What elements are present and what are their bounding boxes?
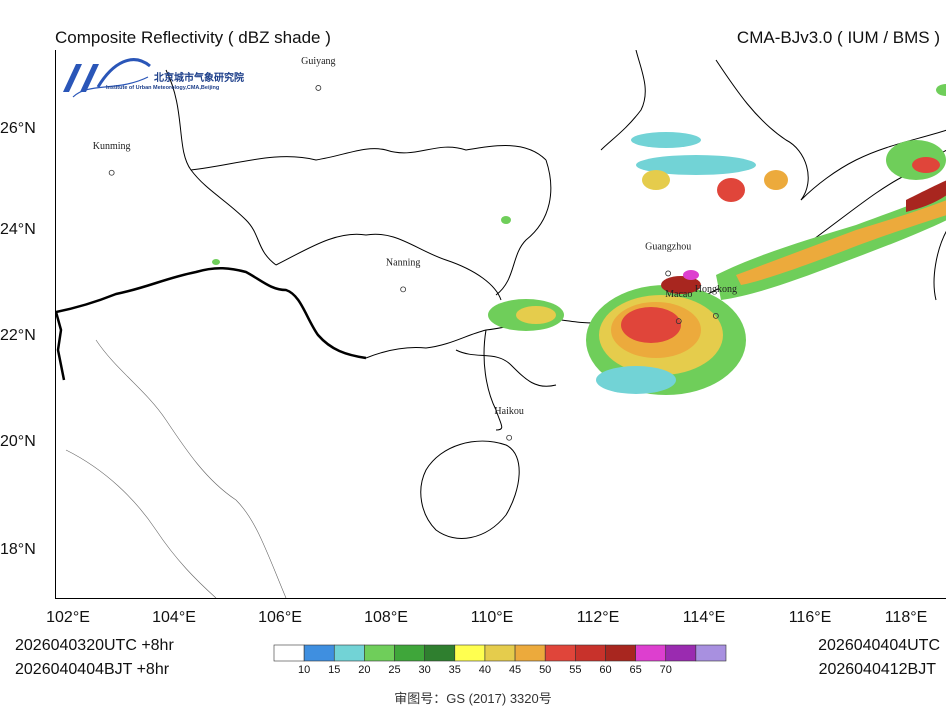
city-marker — [665, 270, 672, 277]
country-border — [56, 267, 367, 360]
radar-echoes — [212, 84, 946, 395]
city-marker — [675, 318, 682, 325]
city-layer: Guiyang Kunming Nanning Guangzhou HongkongMa… — [93, 56, 737, 441]
lon-label-118e: 118°E — [884, 609, 928, 626]
lat-label-24n: 24°N — [0, 221, 36, 238]
lat-label-22n: 22°N — [0, 327, 36, 344]
lon-label-110e: 110°E — [470, 609, 514, 626]
city-label: Nanning — [386, 257, 420, 268]
city-label: Hongkong — [695, 284, 737, 295]
map-canvas: Guiyang Kunming Nanning Guangzhou HongkongMa… — [56, 50, 946, 598]
city-label: Kunming — [93, 141, 131, 152]
colorbar-swatch — [575, 644, 606, 662]
valid-time-bjt: 2026040412BJT — [818, 661, 936, 678]
colorbar-swatch — [484, 644, 516, 662]
colorbar-tick-label: 55 — [569, 664, 582, 676]
colorbar-swatch — [333, 644, 365, 662]
city-marker — [108, 169, 115, 176]
init-time-bjt: 2026040404BJT +8hr — [15, 661, 170, 678]
lon-label-104e: 104°E — [152, 609, 196, 626]
city-label: Guiyang — [301, 56, 335, 67]
city-label: Haikou — [494, 406, 523, 417]
colorbar-swatch — [424, 644, 456, 662]
chart-title: Composite Reflectivity ( dBZ shade ) — [55, 28, 331, 47]
colorbar-swatch — [273, 644, 305, 662]
colorbar-tick-label: 30 — [418, 664, 431, 676]
colorbar-swatch — [695, 644, 727, 662]
colorbar-tick-label: 10 — [298, 664, 311, 676]
hainan-island — [420, 440, 520, 539]
city-marker — [315, 85, 322, 91]
logo-icon — [63, 58, 151, 98]
leizhou-peninsula — [483, 329, 503, 431]
lon-label-114e: 114°E — [682, 609, 726, 626]
lon-label-112e: 112°E — [576, 609, 620, 626]
lon-label-116e: 116°E — [788, 609, 832, 626]
lon-label-108e: 108°E — [364, 609, 408, 626]
colorbar-tick-label: 70 — [659, 664, 672, 676]
country-border-west — [56, 311, 66, 381]
colorbar-tick-label: 20 — [358, 664, 371, 676]
colorbar-swatch — [605, 644, 636, 662]
colorbar-tick-label: 50 — [539, 664, 552, 676]
dbz-colorbar — [273, 644, 727, 662]
colorbar-swatch — [394, 644, 425, 662]
taiwan-coast — [933, 230, 946, 301]
model-source: CMA-BJv3.0 ( IUM / BMS ) — [736, 28, 940, 47]
colorbar-tick-label: 25 — [388, 664, 401, 676]
city-marker — [712, 312, 719, 319]
colorbar-swatch — [665, 644, 697, 662]
logo-text-en: Institute of Urban Meteorology,CMA,Beiji… — [106, 85, 220, 91]
lat-label-26n: 26°N — [0, 120, 36, 137]
province-boundaries — [165, 50, 946, 387]
map-review-number: 审图号：GS (2017) 3320号 — [394, 691, 552, 706]
colorbar-swatch — [635, 644, 667, 662]
reflectivity-map: Guiyang Kunming Nanning Guangzhou Hongkong Ma… — [55, 50, 946, 599]
lon-label-102e: 102°E — [46, 609, 90, 626]
colorbar-swatch — [514, 644, 546, 662]
colorbar-tick-label: 60 — [599, 664, 612, 676]
logo-text-cn: 北京城市气象研究院 — [154, 73, 244, 84]
lat-label-20n: 20°N — [0, 433, 36, 450]
colorbar-tick-label: 65 — [629, 664, 642, 676]
colorbar-swatch — [364, 644, 395, 662]
lon-label-106e: 106°E — [258, 609, 302, 626]
logo: 北京城市气象研究院 Institute of Urban Meteorology… — [58, 52, 278, 102]
city-label: Guangzhou — [645, 241, 691, 252]
city-marker — [506, 434, 513, 441]
colorbar-tick-label: 45 — [508, 664, 522, 676]
colorbar-swatch — [454, 644, 486, 662]
colorbar-tick-label: 15 — [328, 664, 341, 676]
valid-time-utc: 2026040404UTC — [818, 637, 940, 654]
lat-label-18n: 18°N — [0, 541, 36, 558]
colorbar-tick-label: 40 — [478, 664, 492, 676]
colorbar-tick-label: 35 — [448, 664, 461, 676]
city-marker — [400, 286, 407, 293]
neighbor-borders — [65, 339, 287, 598]
init-time-utc: 2026040320UTC +8hr — [15, 637, 174, 654]
city-label: Macao — [665, 289, 692, 300]
colorbar-swatch — [303, 644, 335, 662]
colorbar-swatch — [544, 644, 576, 662]
